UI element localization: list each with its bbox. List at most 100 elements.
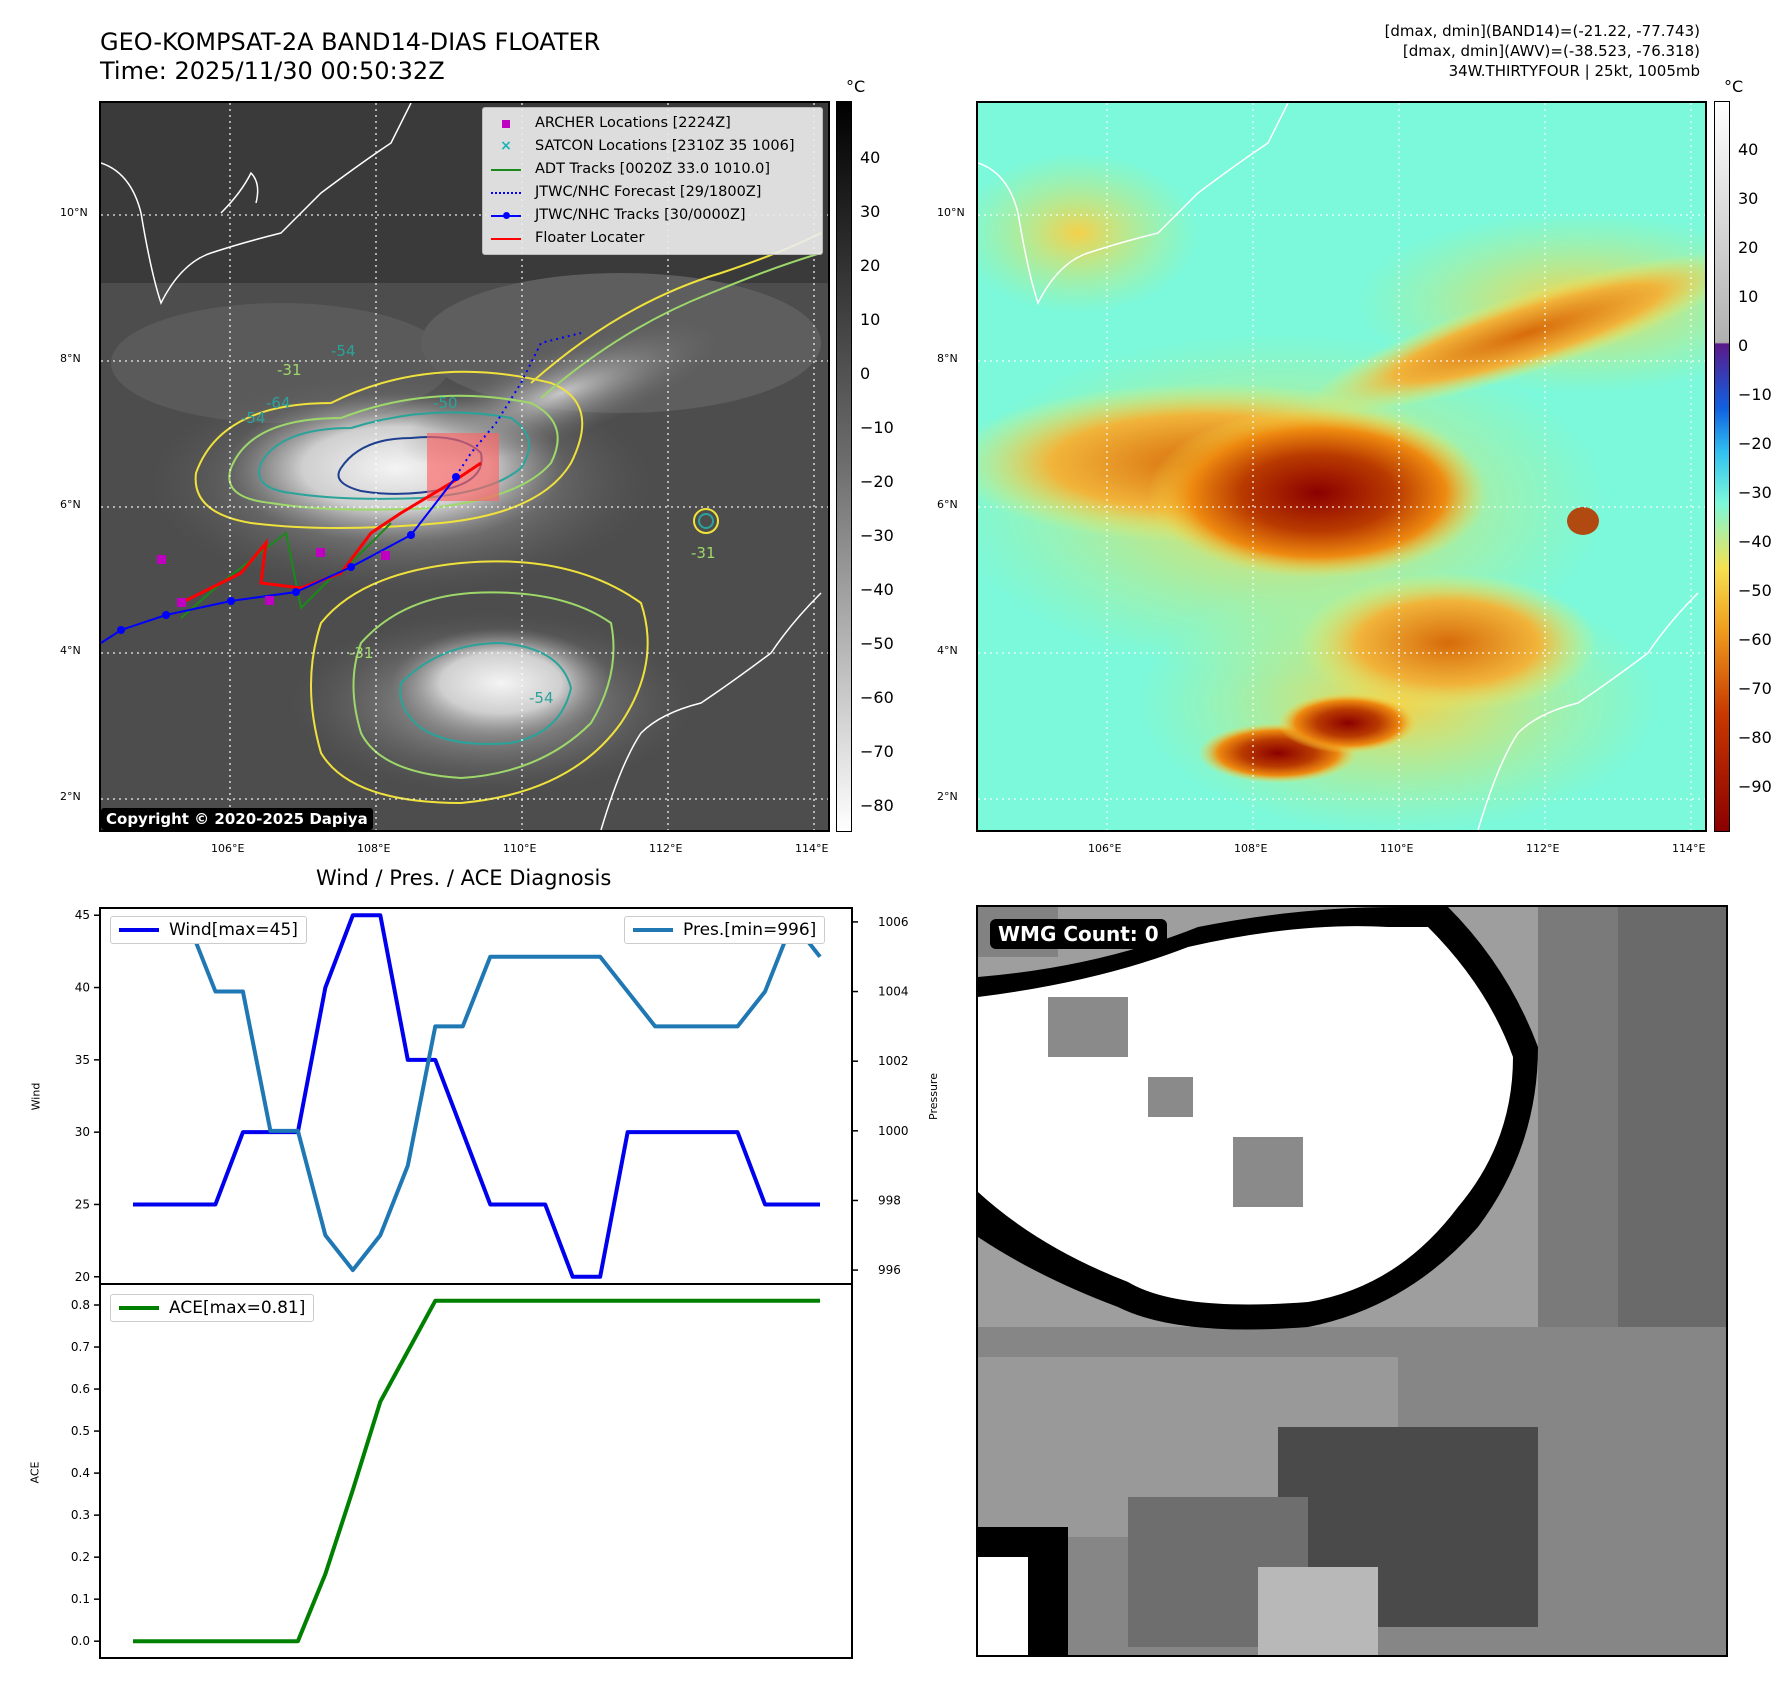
cb-tick: 10 — [860, 310, 881, 329]
cb-tick: 40 — [1738, 140, 1759, 159]
meta-awv: [dmax, dmin](AWV)=(-38.523, -76.318) — [1402, 42, 1700, 60]
ace-axes — [99, 1283, 853, 1659]
diagnosis-plot: 45 40 35 30 25 20 1006 1004 1002 1000 998 996 0.8 0.7… — [71, 907, 909, 1659]
pres-tick-label: 1004 — [878, 985, 909, 999]
ace-ylabel: ACE — [28, 1461, 42, 1484]
ace-tick-label: 0.3 — [71, 1508, 90, 1522]
lat-label: 6°N — [937, 498, 958, 511]
ace-tick-label: 0.4 — [71, 1466, 90, 1480]
ace-tick-label: 0.6 — [71, 1382, 90, 1396]
lat-label: 10°N — [937, 206, 965, 219]
cb-tick: 0 — [860, 364, 871, 383]
colorbar-right-unit: °C — [1724, 77, 1744, 96]
lat-label: 8°N — [937, 352, 958, 365]
legend-adt: ADT Tracks [0020Z 33.0 1010.0] — [491, 158, 814, 181]
lon-label: 114°E — [795, 842, 829, 855]
cb-tick: −50 — [860, 634, 894, 653]
cb-tick: 30 — [1738, 189, 1759, 208]
pres-line-icon — [633, 928, 673, 932]
satcon-x-icon: × — [500, 138, 512, 154]
figure-title: GEO-KOMPSAT-2A BAND14-DIAS FLOATER — [100, 28, 601, 56]
ace-tick-label: 0.1 — [71, 1592, 90, 1606]
lat-label: 10°N — [60, 206, 88, 219]
lon-label: 108°E — [357, 842, 391, 855]
pres-tick-label: 1006 — [878, 915, 909, 929]
wind-line-icon — [119, 928, 159, 932]
wind-series-line — [133, 913, 820, 1279]
meta-band14: [dmax, dmin](BAND14)=(-21.22, -77.743) — [1384, 22, 1700, 40]
colorbar-right — [1714, 101, 1730, 832]
lon-label: 112°E — [1526, 842, 1560, 855]
cb-tick: −30 — [1738, 483, 1772, 502]
legend-floater: Floater Locater — [491, 227, 814, 250]
lon-label: 110°E — [503, 842, 537, 855]
cb-tick: −10 — [1738, 385, 1772, 404]
cb-tick: −10 — [860, 418, 894, 437]
awv-map — [978, 103, 1705, 830]
ace-tick-label: 0.2 — [71, 1550, 90, 1564]
wmg-count-badge: WMG Count: 0 — [990, 919, 1167, 949]
contour-label: -64 — [266, 394, 291, 412]
ace-tick-label: 0.5 — [71, 1424, 90, 1438]
floater-line-icon — [491, 232, 521, 246]
pres-legend: Pres.[min=996] — [624, 916, 826, 944]
cb-tick: −20 — [860, 472, 894, 491]
lon-label: 112°E — [649, 842, 683, 855]
cb-tick: 20 — [860, 256, 881, 275]
track-line-dot-icon — [491, 209, 521, 223]
ace-tick-label: 0.7 — [71, 1340, 90, 1354]
legend-archer: ARCHER Locations [2224Z] — [491, 112, 814, 135]
ir-map-panel: -54 -31 -64 -54 -50 -31 -54 -31 — [99, 101, 830, 832]
cb-tick: 40 — [860, 148, 881, 167]
pres-tick-label: 1002 — [878, 1054, 909, 1068]
contour-label: -54 — [529, 689, 554, 707]
wmg-panel: WMG Count: 0 — [976, 905, 1728, 1657]
contour-label: -54 — [331, 342, 356, 360]
figure-time: Time: 2025/11/30 00:50:32Z — [100, 57, 445, 85]
cb-tick: 10 — [1738, 287, 1759, 306]
ace-line-icon — [119, 1306, 159, 1310]
pres-ylabel: Pressure — [926, 1073, 940, 1120]
contour-label: -31 — [277, 361, 302, 379]
meta-storm: 34W.THIRTYFOUR | 25kt, 1005mb — [1448, 62, 1700, 80]
wmg-image — [978, 907, 1726, 1655]
lat-label: 2°N — [60, 790, 81, 803]
cb-tick: −80 — [1738, 728, 1772, 747]
colorbar-left-unit: °C — [846, 77, 866, 96]
lat-label: 4°N — [937, 644, 958, 657]
wind-pres-axes — [99, 907, 853, 1285]
legend-jtwc-tracks: JTWC/NHC Tracks [30/0000Z] — [491, 204, 814, 227]
cb-tick: −20 — [1738, 434, 1772, 453]
lon-label: 106°E — [211, 842, 245, 855]
jtwc-track — [101, 476, 457, 644]
lon-label: 108°E — [1234, 842, 1268, 855]
cb-tick: −30 — [860, 526, 894, 545]
lat-label: 8°N — [60, 352, 81, 365]
wind-tick-label: 25 — [75, 1197, 90, 1211]
wind-tick-label: 35 — [75, 1053, 90, 1067]
contour-label: -54 — [241, 409, 266, 427]
cb-tick: −40 — [1738, 532, 1772, 551]
wind-legend: Wind[max=45] — [110, 916, 307, 944]
colorbar-left — [836, 101, 852, 832]
lat-label: 2°N — [937, 790, 958, 803]
cb-tick: −70 — [860, 742, 894, 761]
cb-tick: 30 — [860, 202, 881, 221]
wind-tick-label: 40 — [75, 981, 90, 995]
cb-tick: −60 — [1738, 630, 1772, 649]
forecast-dotted-icon — [491, 186, 521, 200]
pres-tick-label: 998 — [878, 1193, 901, 1207]
archer-square-icon — [491, 117, 521, 131]
wind-tick-label: 30 — [75, 1125, 90, 1139]
lon-label: 106°E — [1088, 842, 1122, 855]
wind-ylabel: Wind — [29, 1082, 43, 1111]
contour-label: -31 — [691, 544, 716, 562]
cb-tick: 0 — [1738, 336, 1749, 355]
cb-tick: −90 — [1738, 777, 1772, 796]
adt-line-icon — [491, 163, 521, 177]
contour-label: -31 — [349, 644, 374, 662]
wind-tick-label: 20 — [75, 1270, 90, 1284]
cb-tick: −70 — [1738, 679, 1772, 698]
cb-tick: −80 — [860, 796, 894, 815]
cb-tick: −60 — [860, 688, 894, 707]
